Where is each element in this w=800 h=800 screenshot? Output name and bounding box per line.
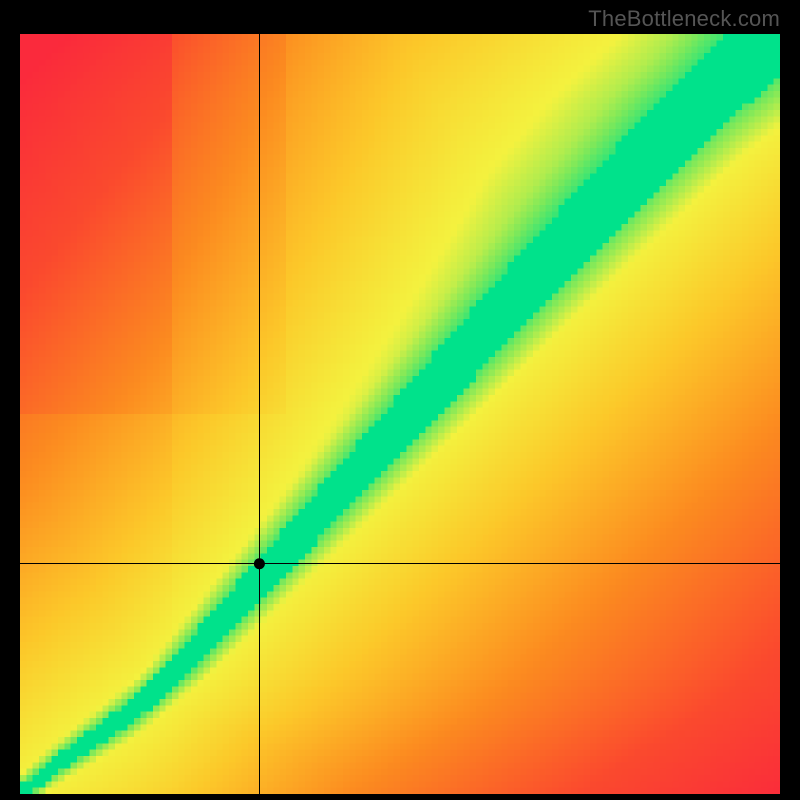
chart-container: TheBottleneck.com [0,0,800,800]
watermark-text: TheBottleneck.com [588,6,780,32]
bottleneck-heatmap [20,34,780,794]
